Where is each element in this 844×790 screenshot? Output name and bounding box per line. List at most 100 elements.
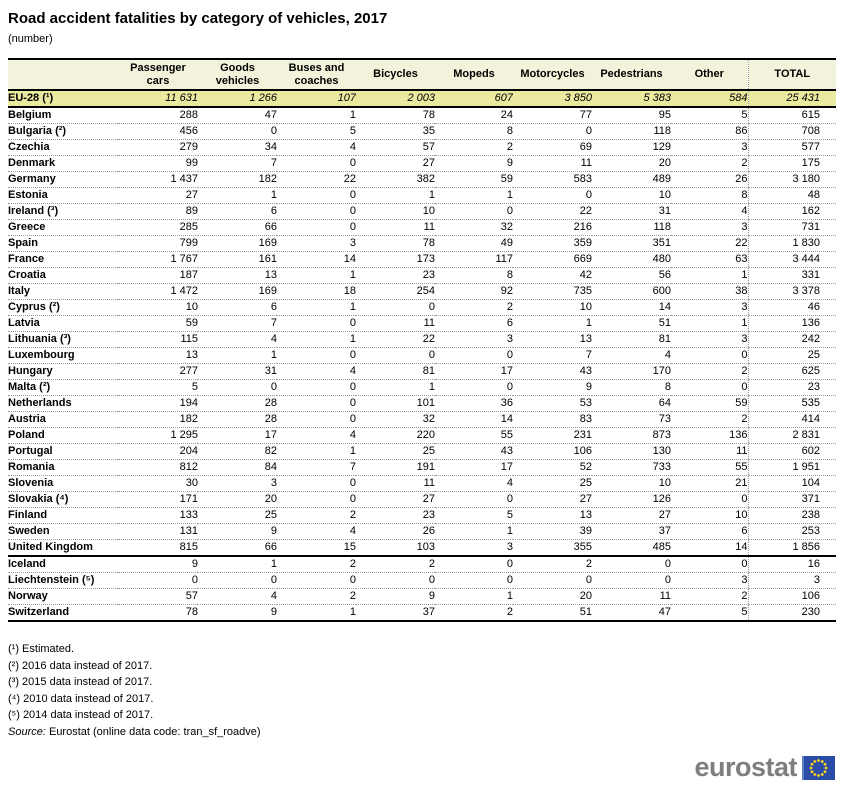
value-cell: 170 [592, 363, 671, 380]
value-cell: 118 [592, 219, 671, 236]
value-cell: 169 [198, 235, 277, 252]
value-cell: 0 [435, 555, 513, 573]
row-label: Netherlands [8, 395, 118, 412]
value-cell: 23 [356, 507, 435, 524]
value-cell: 10 [513, 299, 592, 316]
value-cell: 115 [118, 331, 198, 348]
value-cell: 351 [592, 235, 671, 252]
table-row: Spain 799 169 3 78 49 359 351 22 1 830 [8, 235, 836, 252]
value-cell: 10 [592, 475, 671, 492]
value-cell: 3 [671, 219, 748, 236]
row-label: Italy [8, 283, 118, 300]
value-cell: 126 [592, 491, 671, 508]
value-cell: 0 [356, 299, 435, 316]
value-cell: 43 [513, 363, 592, 380]
value-cell: 187 [118, 267, 198, 284]
value-cell: 1 295 [118, 427, 198, 444]
value-cell: 254 [356, 283, 435, 300]
value-cell: 277 [118, 363, 198, 380]
value-cell: 1 [198, 555, 277, 573]
value-cell: 104 [747, 475, 836, 492]
page-title: Road accident fatalities by category of … [8, 10, 388, 27]
row-label: Estonia [8, 187, 118, 204]
value-cell: 51 [592, 315, 671, 332]
table-header: Passenger cars Goods vehicles Buses and co… [8, 58, 836, 91]
eu-flag-icon [802, 755, 835, 780]
value-cell: 64 [592, 395, 671, 412]
value-cell: 1 [277, 107, 356, 124]
row-label: Czechia [8, 139, 118, 156]
value-cell: 182 [118, 411, 198, 428]
row-label: France [8, 251, 118, 268]
value-cell: 2 831 [747, 427, 836, 444]
value-cell: 3 378 [747, 283, 836, 300]
value-cell: 2 [277, 507, 356, 524]
value-cell: 25 431 [747, 90, 836, 108]
value-cell: 4 [435, 475, 513, 492]
row-label: Belgium [8, 107, 118, 124]
value-cell: 4 [198, 588, 277, 605]
value-cell: 2 [435, 139, 513, 156]
value-cell: 101 [356, 395, 435, 412]
value-cell: 37 [592, 523, 671, 540]
value-cell: 66 [198, 539, 277, 557]
value-cell: 2 [671, 155, 748, 172]
value-cell: 10 [356, 203, 435, 220]
value-cell: 22 [671, 235, 748, 252]
table-row: Czechia 279 34 4 57 2 69 129 3 577 [8, 139, 836, 156]
value-cell: 238 [747, 507, 836, 524]
value-cell: 92 [435, 283, 513, 300]
value-cell: 3 [747, 572, 836, 589]
value-cell: 6 [671, 523, 748, 540]
value-cell: 489 [592, 171, 671, 188]
table-row: Austria 182 28 0 32 14 83 73 2 414 [8, 411, 836, 428]
column-header: Buses and coaches [277, 58, 356, 91]
table-row: Switzerland 78 9 1 37 2 51 47 5 230 [8, 604, 836, 622]
row-label: Cyprus (²) [8, 299, 118, 316]
column-header: Motorcycles [513, 58, 592, 91]
row-label: Germany [8, 171, 118, 188]
value-cell: 6 [198, 203, 277, 220]
value-cell: 10 [592, 187, 671, 204]
value-cell: 129 [592, 139, 671, 156]
value-cell: 16 [747, 555, 836, 573]
table-row: Denmark 99 7 0 27 9 11 20 2 175 [8, 155, 836, 172]
value-cell: 2 [356, 555, 435, 573]
value-cell: 1 [435, 523, 513, 540]
row-label: EU-28 (¹) [8, 90, 118, 108]
value-cell: 81 [356, 363, 435, 380]
value-cell: 359 [513, 235, 592, 252]
value-cell: 9 [513, 379, 592, 396]
row-label: Finland [8, 507, 118, 524]
value-cell: 0 [671, 555, 748, 573]
value-cell: 253 [747, 523, 836, 540]
value-cell: 0 [277, 187, 356, 204]
value-cell: 25 [198, 507, 277, 524]
value-cell: 28 [198, 411, 277, 428]
value-cell: 4 [198, 331, 277, 348]
value-cell: 0 [198, 123, 277, 140]
value-cell: 20 [513, 588, 592, 605]
value-cell: 11 [356, 219, 435, 236]
value-cell: 1 [356, 379, 435, 396]
value-cell: 27 [356, 491, 435, 508]
value-cell: 27 [356, 155, 435, 172]
value-cell: 5 383 [592, 90, 671, 108]
value-cell: 7 [198, 155, 277, 172]
value-cell: 0 [277, 203, 356, 220]
value-cell: 10 [671, 507, 748, 524]
value-cell: 0 [592, 572, 671, 589]
value-cell: 69 [513, 139, 592, 156]
value-cell: 34 [198, 139, 277, 156]
row-label: Switzerland [8, 604, 118, 622]
value-cell: 799 [118, 235, 198, 252]
value-cell: 13 [513, 507, 592, 524]
value-cell: 59 [671, 395, 748, 412]
value-cell: 2 [277, 555, 356, 573]
value-cell: 47 [592, 604, 671, 622]
value-cell: 0 [435, 347, 513, 364]
value-cell: 24 [435, 107, 513, 124]
value-cell: 28 [198, 395, 277, 412]
value-cell: 161 [198, 251, 277, 268]
value-cell: 191 [356, 459, 435, 476]
